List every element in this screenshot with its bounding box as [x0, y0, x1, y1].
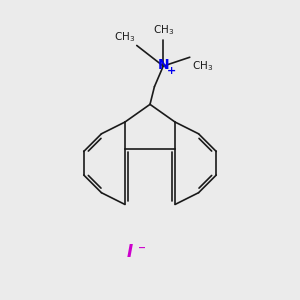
- Text: N: N: [158, 58, 169, 72]
- Text: ⁻: ⁻: [138, 244, 146, 259]
- Text: CH$_3$: CH$_3$: [114, 30, 135, 44]
- Text: +: +: [167, 66, 176, 76]
- Text: I: I: [126, 243, 133, 261]
- Text: CH$_3$: CH$_3$: [153, 23, 174, 37]
- Text: CH$_3$: CH$_3$: [192, 59, 213, 73]
